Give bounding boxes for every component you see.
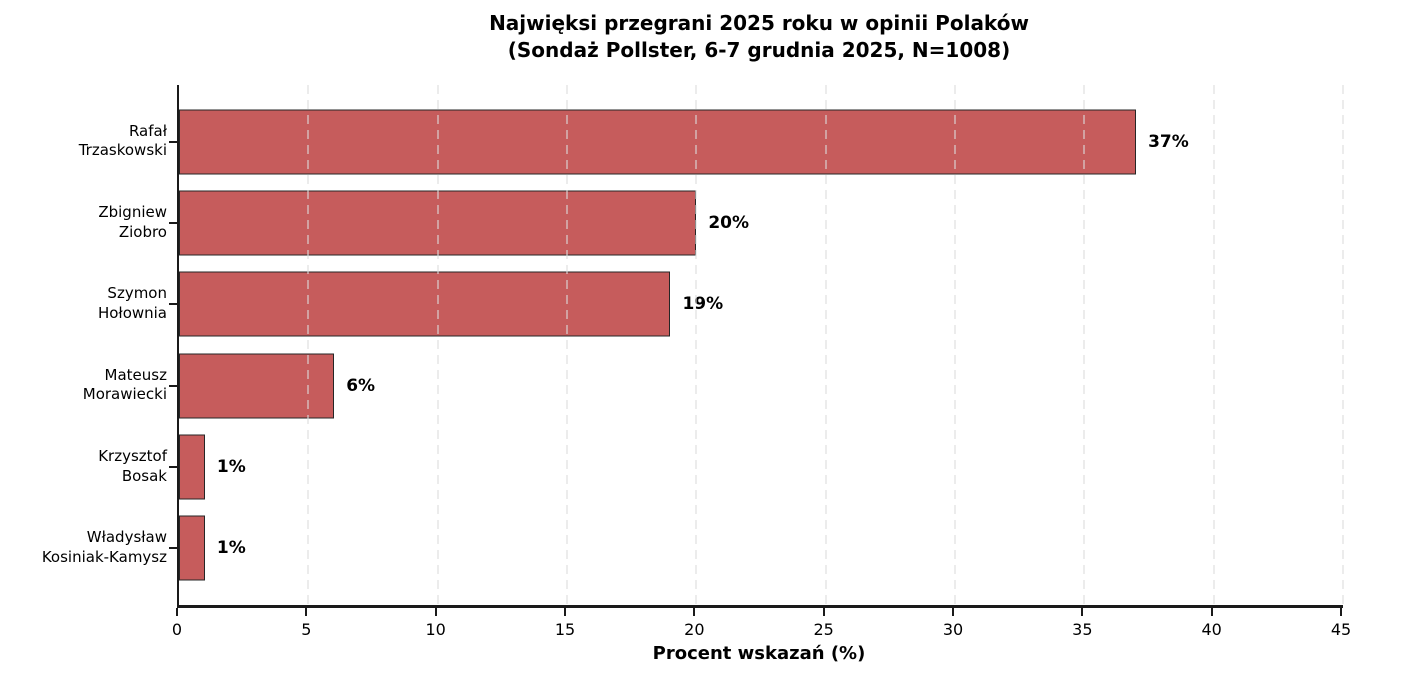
x-tick-mark <box>1081 608 1084 616</box>
x-tick-mark <box>176 608 178 616</box>
x-tick-label: 5 <box>301 620 312 639</box>
gridline <box>307 85 310 605</box>
y-tick-mark <box>169 384 177 387</box>
bar-row: Krzysztof Bosak 1% <box>98 426 1343 507</box>
x-tick-label: 30 <box>942 620 964 639</box>
x-tick-label: 45 <box>1330 620 1352 639</box>
gridline <box>824 85 827 605</box>
y-axis-category-label: Rafał Trzaskowski <box>78 121 167 160</box>
y-tick-mark <box>169 140 177 143</box>
bar-value-label: 19% <box>682 294 724 315</box>
x-tick-mark <box>1210 608 1213 616</box>
gridline <box>1083 85 1086 605</box>
x-tick-mark <box>822 608 825 616</box>
x-tick-mark <box>434 608 437 616</box>
bar <box>179 434 205 500</box>
x-tick-label: 20 <box>684 620 705 639</box>
y-tick-mark <box>169 465 177 468</box>
gridline <box>1212 85 1215 605</box>
y-axis-category-label: Władysław Kosiniak-Kamysz <box>41 528 167 567</box>
x-tick-mark <box>305 608 308 616</box>
x-axis-label: Procent wskazań (%) <box>652 643 866 664</box>
bar <box>179 515 205 581</box>
bar-row: Rafał Trzaskowski 37% <box>79 101 1343 182</box>
bar <box>179 109 1137 175</box>
y-axis-category-label: Krzysztof Bosak <box>98 447 167 485</box>
gridline <box>566 85 568 605</box>
x-tick-label: 25 <box>813 620 834 639</box>
bar-row: Zbigniew Ziobro 20% <box>98 182 1343 263</box>
plot-area: Rafał Trzaskowski 37% Zbigniew Ziobro 20% Sz… <box>42 85 1344 608</box>
y-axis-category-label: Mateusz Morawiecki <box>82 365 167 404</box>
bar-row: Szymon Hołownia 19% <box>98 264 1343 345</box>
y-axis-category-label: Zbigniew Ziobro <box>98 203 167 241</box>
y-tick-mark <box>169 221 177 224</box>
x-tick-label: 35 <box>1072 620 1093 639</box>
bar <box>179 271 671 337</box>
bar-value-label: 1% <box>216 538 246 559</box>
bar-value-label: 20% <box>708 212 750 233</box>
x-tick-label: 0 <box>171 620 183 639</box>
bar-value-label: 1% <box>216 456 246 477</box>
x-tick-mark <box>564 608 566 616</box>
y-axis-category-label: Szymon Hołownia <box>97 284 167 323</box>
x-tick-mark <box>693 608 696 616</box>
chart-title-line1: Najwięksi przegrani 2025 roku w opinii P… <box>489 11 1029 35</box>
x-tick-mark <box>1340 608 1342 616</box>
bar <box>179 353 335 419</box>
bar-rows: Rafał Trzaskowski 37% Zbigniew Ziobro 20% Sz… <box>42 101 1343 589</box>
x-tick-mark <box>952 608 954 616</box>
bar-row: Mateusz Morawiecki 6% <box>83 345 1343 426</box>
gridline <box>1342 85 1344 605</box>
bar-row: Władysław Kosiniak-Kamysz 1% <box>42 508 1343 589</box>
bar-value-label: 37% <box>1148 131 1189 152</box>
y-tick-mark <box>169 303 177 306</box>
chart-title-line2: (Sondaż Pollster, 6-7 grudnia 2025, N=10… <box>507 37 1011 62</box>
x-tick-label: 15 <box>554 620 576 639</box>
bar-value-label: 6% <box>346 375 376 396</box>
chart-title: Najwięksi przegrani 2025 roku w opinii P… <box>177 10 1341 63</box>
gridline <box>954 85 956 605</box>
gridline <box>436 85 439 605</box>
x-tick-label: 10 <box>425 620 446 639</box>
gridline <box>695 85 698 605</box>
x-tick-label: 40 <box>1201 620 1222 639</box>
y-tick-mark <box>169 547 177 550</box>
x-axis-ticks: 0 5 10 15 20 25 30 35 40 45 <box>172 608 1351 642</box>
